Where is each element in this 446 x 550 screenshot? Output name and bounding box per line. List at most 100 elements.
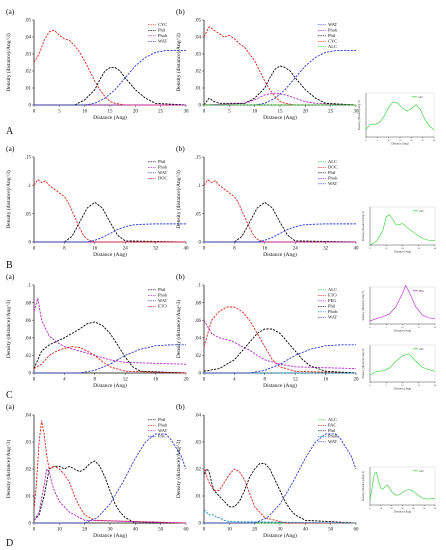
y-tick-label: 0	[29, 104, 32, 109]
x-axis-label: Distance (Ang)	[93, 532, 127, 539]
inset-frame	[369, 286, 436, 325]
chart-D-b: 0 10 20 30 40 50 60 0 .01 .02 .03 .04 Distance (Ang)…	[175, 402, 359, 539]
series-CYC	[33, 29, 186, 106]
legend-entry: ALC	[328, 44, 337, 49]
legend-entry: DOC	[158, 176, 168, 181]
legend-entry: ALC	[419, 348, 424, 351]
x-tick-label: 30	[418, 247, 421, 250]
x-tick-label: 15	[108, 110, 114, 115]
series-Phil	[34, 67, 187, 106]
legend-entry: WAT	[158, 170, 167, 175]
y-axis-label: Density (distance)/Ang^3)	[5, 440, 12, 498]
legend-entry: Phob	[328, 28, 338, 33]
x-tick-label: 25	[421, 139, 424, 142]
series-WAT	[34, 223, 186, 243]
x-tick-label: 30	[278, 528, 284, 533]
y-axis-label: Density (distance)/Ang^3)	[362, 471, 365, 501]
series-WAT	[204, 50, 356, 106]
x-axis-label: Distance (Ang)	[93, 251, 127, 258]
y-tick-label: 0	[29, 241, 32, 246]
x-tick-label: 20	[354, 378, 360, 383]
legend-entry: ALC	[419, 210, 424, 213]
x-axis-label: Distance (Ang)	[391, 143, 408, 146]
x-tick-label: 24	[293, 247, 299, 252]
series-Phob	[33, 298, 187, 365]
x-tick-label: 12	[293, 378, 299, 383]
series-CYC	[203, 26, 356, 106]
legend-entry: ALC	[328, 417, 337, 422]
legend-entry: Phob	[158, 293, 168, 298]
x-tick-label: 50	[158, 528, 164, 533]
series-Phil	[33, 460, 186, 524]
x-tick-label: 25	[158, 110, 164, 115]
chart-B-a: 0 8 16 24 32 40 0 .05 .1 .15 Distance (Ang) Density…	[5, 144, 189, 258]
x-tick-label: 5	[386, 326, 388, 329]
x-tick-label: 15	[399, 139, 402, 142]
x-tick-label: 10	[82, 110, 88, 115]
x-tick-label: 20	[184, 378, 190, 383]
x-tick-label: 20	[252, 528, 258, 533]
legend-entry: Phob	[158, 423, 168, 428]
y-axis-label: Density (distance)/Ang^3)	[358, 100, 361, 130]
y-tick-label: .02	[195, 354, 202, 359]
chart-A-b: 0 5 10 15 20 25 30 0 .01 .02 .03 .04 .05 Distance (An…	[175, 7, 359, 121]
x-tick-label: 25	[328, 110, 334, 115]
x-tick-label: 10	[227, 528, 233, 533]
y-tick-label: 0	[199, 522, 202, 527]
x-tick-label: 30	[401, 507, 404, 510]
legend-entry: ALC	[418, 96, 423, 99]
x-axis-label: Distance (Ang)	[263, 251, 297, 258]
y-axis-label: Density (distance)/Ang^3)	[362, 291, 365, 321]
y-tick-label: 0	[199, 104, 202, 109]
x-tick-label: 4	[63, 378, 66, 383]
legend-entry: Phob	[158, 33, 168, 38]
series-DOC	[203, 179, 356, 243]
series-Phob	[33, 420, 187, 524]
series-DOC	[33, 179, 186, 243]
y-tick-label: .1	[197, 284, 201, 289]
legend-entry: CYC	[328, 39, 337, 44]
panel-label: (a)	[6, 7, 15, 16]
x-tick-label: 0	[365, 139, 367, 142]
legend-entry: Phil	[158, 28, 166, 33]
legend-entry: WAT	[158, 428, 167, 433]
series-ALC	[369, 353, 436, 376]
x-tick-label: 20	[434, 326, 437, 329]
x-tick-label: 5	[386, 384, 388, 387]
x-axis-label: Distance (Ang)	[394, 251, 411, 254]
x-tick-label: 0	[33, 378, 36, 383]
series-Phil	[203, 328, 357, 374]
y-tick-label: .03	[25, 441, 32, 446]
series-ETO	[203, 306, 357, 374]
panel-label: (a)	[6, 402, 15, 411]
x-tick-label: 20	[401, 247, 404, 250]
x-tick-label: 0	[369, 384, 371, 387]
row-label: A	[6, 126, 14, 137]
panel-label: (a)	[6, 144, 15, 153]
x-tick-label: 24	[123, 247, 129, 252]
x-tick-label: 20	[390, 507, 393, 510]
x-tick-label: 30	[108, 528, 114, 533]
y-axis-label: Density (distance)/Ang^3)	[175, 170, 182, 228]
legend-entry: Phob	[328, 176, 338, 181]
x-tick-label: 5	[228, 110, 231, 115]
y-tick-label: .01	[25, 495, 32, 500]
x-tick-label: 0	[203, 110, 206, 115]
x-tick-label: 10	[380, 507, 383, 510]
legend-entry: WAT	[158, 39, 167, 44]
series-WAT	[34, 50, 186, 106]
y-tick-label: 0	[199, 372, 202, 377]
x-tick-label: 60	[354, 528, 360, 533]
series-Phob	[203, 92, 357, 106]
x-tick-label: 5	[58, 110, 61, 115]
series-WAT	[33, 468, 187, 524]
x-tick-label: 8	[233, 247, 236, 252]
series-PEG	[369, 284, 436, 322]
x-axis-label: Distance (Ang)	[263, 532, 297, 539]
x-tick-label: 10	[57, 528, 63, 533]
x-tick-label: 16	[153, 378, 159, 383]
x-tick-label: 0	[369, 247, 371, 250]
y-tick-label: .02	[25, 70, 32, 75]
chart-D-a: 0 10 20 30 40 50 60 0 .01 .02 .03 .04 Distance (Ang)…	[5, 402, 189, 539]
y-axis-label: Density (distance)/Ang^3)	[175, 300, 182, 358]
